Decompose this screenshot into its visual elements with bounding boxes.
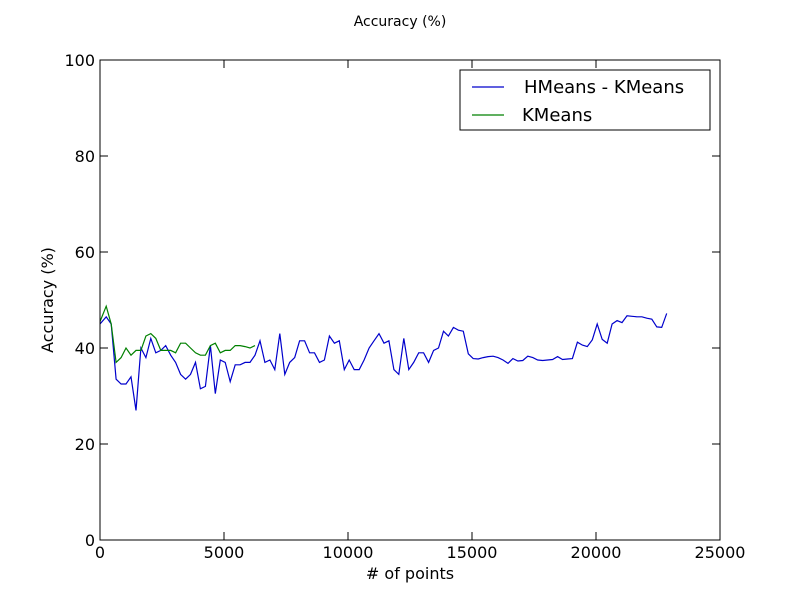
- series-layer: [99, 304, 668, 411]
- y-tick-label: 100: [64, 51, 95, 70]
- x-tick-label: 15000: [447, 543, 498, 562]
- x-tick-label: 20000: [571, 543, 622, 562]
- y-tick-label: 20: [75, 435, 95, 454]
- series-line-0: [99, 313, 668, 411]
- legend: HMeans - KMeans KMeans: [459, 69, 711, 131]
- y-tick-label: 80: [75, 147, 95, 166]
- legend-box: [459, 69, 711, 131]
- x-axis-label: # of points: [366, 564, 454, 583]
- legend-label-kmeans: KMeans: [522, 105, 592, 126]
- y-tick-label: 40: [75, 339, 95, 358]
- ticks-layer: 0 5000 10000 15000 20000 25000 0 20 40 60 80 100: [64, 51, 745, 562]
- x-tick-label: 0: [95, 543, 105, 562]
- chart-title: Accuracy (%): [354, 14, 447, 30]
- plot-frame: [99, 59, 721, 541]
- x-tick-label: 5000: [204, 543, 245, 562]
- series-line-1: [99, 304, 256, 364]
- y-tick-label: 60: [75, 243, 95, 262]
- y-tick-label: 0: [85, 531, 95, 550]
- legend-label-hmeans-kmeans: HMeans - KMeans: [524, 77, 684, 98]
- y-axis-label: Accuracy (%): [38, 247, 57, 353]
- x-tick-label: 10000: [323, 543, 374, 562]
- x-tick-label: 25000: [695, 543, 746, 562]
